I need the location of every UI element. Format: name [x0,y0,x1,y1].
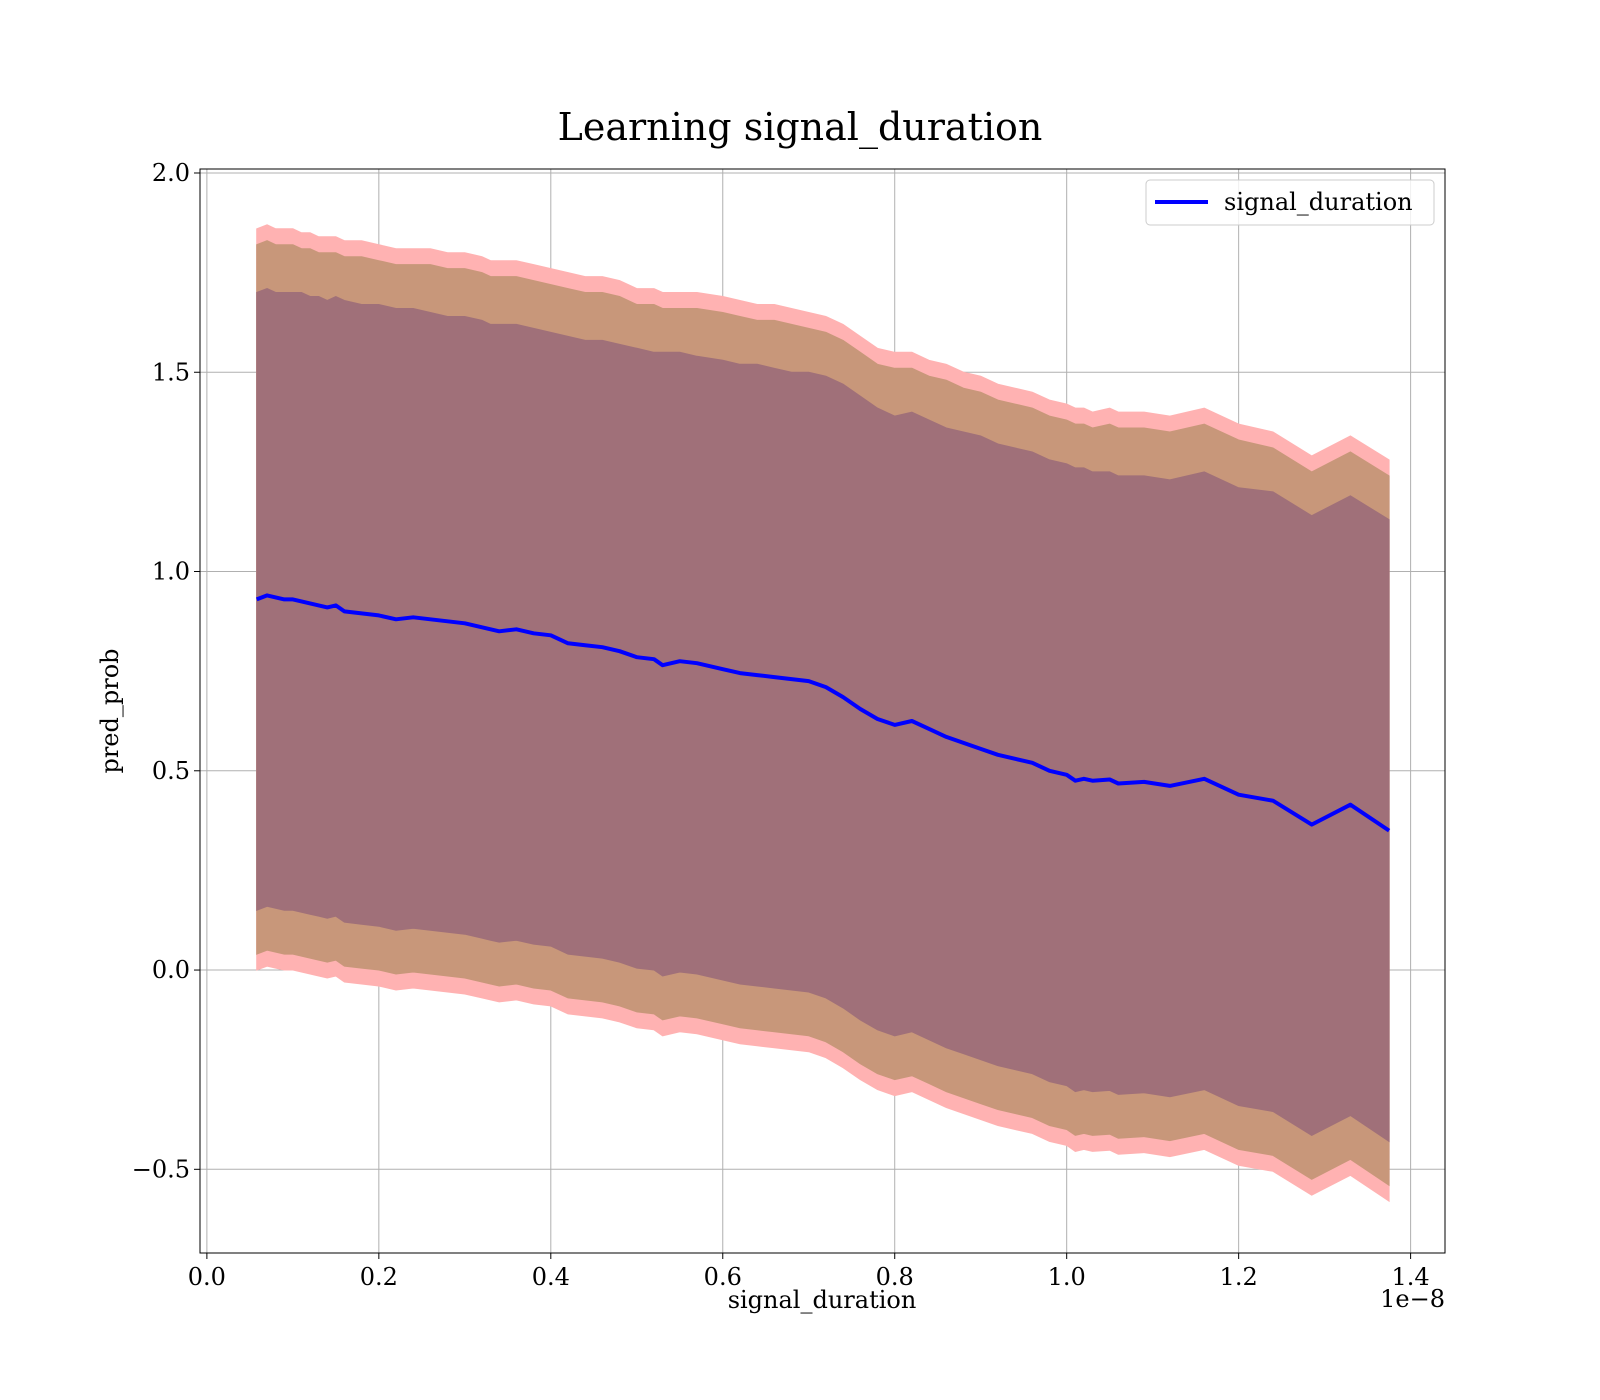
y-tick-label: 1.0 [152,558,190,586]
y-tick-label: 0.5 [152,757,190,785]
series-lines [255,593,1391,833]
x-offset-label: 1e−8 [1380,1285,1445,1313]
band-inner [256,288,1390,1143]
x-tick-label: 0.4 [532,1263,570,1291]
confidence-bands [256,224,1390,1203]
x-tick-label: 0.6 [704,1263,742,1291]
legend-box [1145,179,1435,226]
x-tick-label: 1.2 [1220,1263,1258,1291]
chart-title: Learning signal_duration [558,105,1043,150]
x-axis-ticks: 0.0 0.2 0.4 0.6 0.8 1.0 1.2 1.4 [188,1253,1430,1291]
y-tick-label: 0.0 [152,956,190,984]
x-tick-label: 0.0 [188,1263,226,1291]
x-tick-label: 0.8 [876,1263,914,1291]
plot-frame [199,168,1446,1254]
y-axis-label: pred_prob [96,648,124,773]
legend-label: signal_duration [1224,188,1413,216]
x-tick-label: 0.2 [360,1263,398,1291]
y-tick-label: 2.0 [152,159,190,187]
series-line-signal-duration [255,593,1391,833]
x-tick-label: 1.0 [1048,1263,1086,1291]
legend: signal_duration [1145,179,1435,226]
x-axis-label: signal_duration [728,1286,917,1314]
y-axis-ticks: −0.5 0.0 0.5 1.0 1.5 2.0 [132,159,200,1183]
x-tick-label: 1.4 [1392,1263,1430,1291]
y-tick-label: −0.5 [132,1155,190,1183]
y-tick-label: 1.5 [152,358,190,386]
